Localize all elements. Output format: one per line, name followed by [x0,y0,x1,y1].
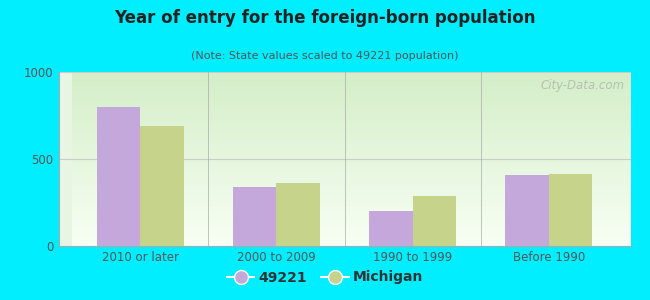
Bar [140,126,184,246]
Legend: 49221, Michigan: 49221, Michigan [221,265,429,290]
Text: Year of entry for the foreign-born population: Year of entry for the foreign-born popul… [114,9,536,27]
Text: City-Data.com: City-Data.com [541,79,625,92]
Bar [505,175,549,246]
Bar [276,183,320,246]
Bar [369,211,413,246]
Bar [233,187,276,246]
Bar [549,174,592,246]
Bar [413,196,456,246]
Bar [97,107,140,246]
Text: (Note: State values scaled to 49221 population): (Note: State values scaled to 49221 popu… [191,51,459,61]
